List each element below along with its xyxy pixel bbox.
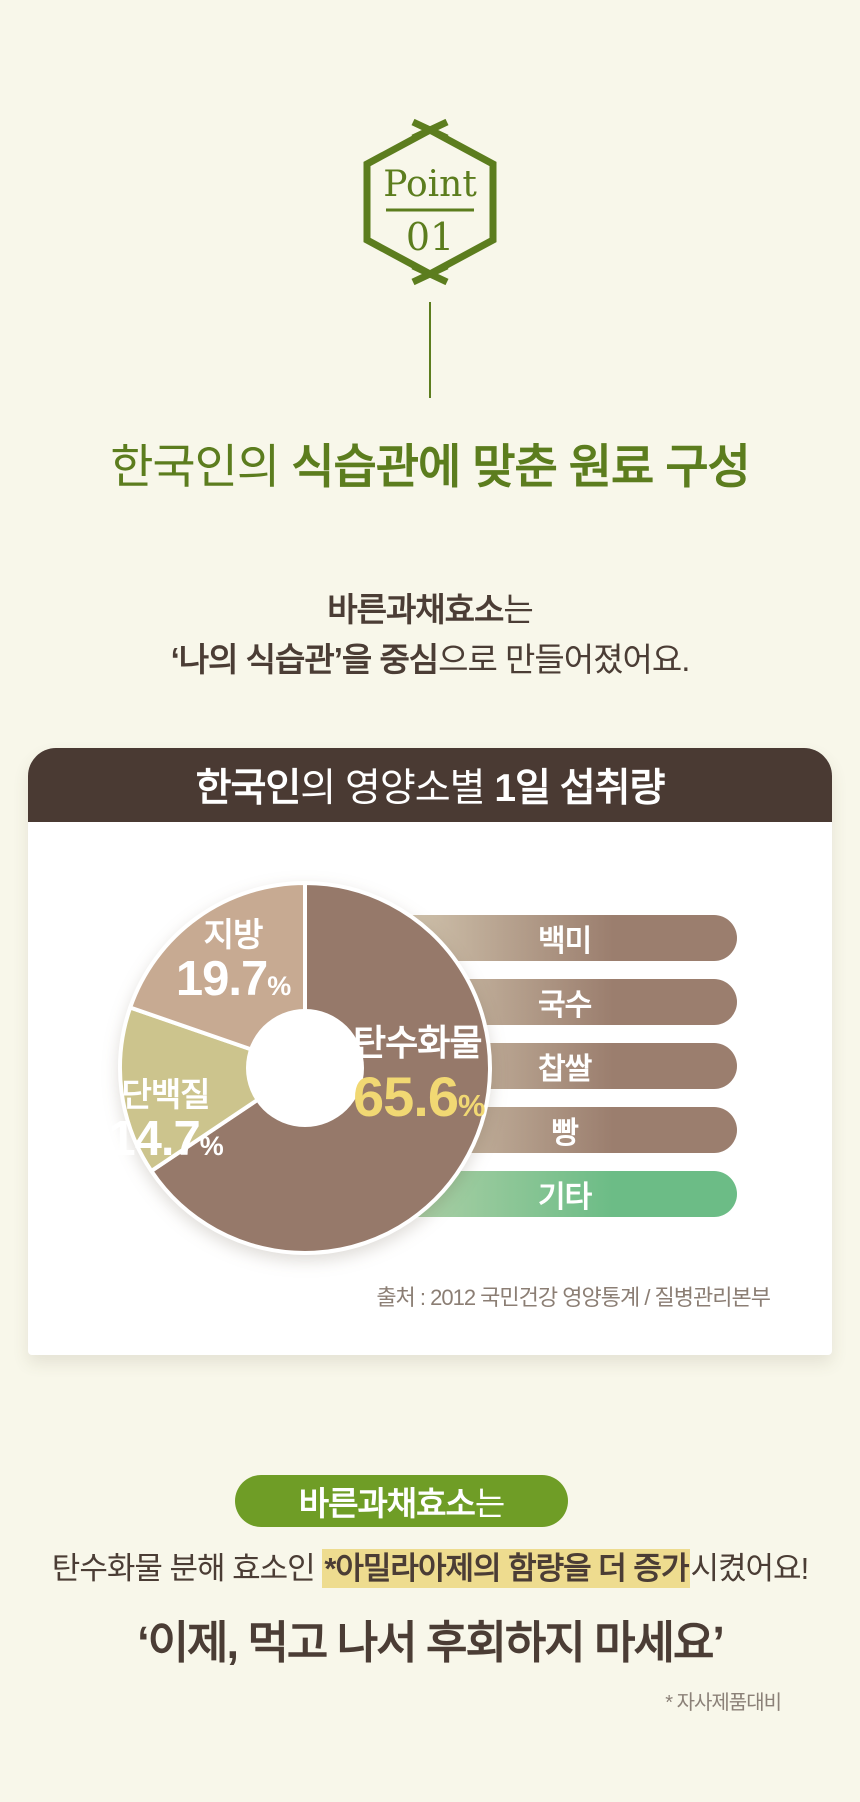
- page-title: 한국인의 식습관에 맞춘 원료 구성: [0, 428, 860, 497]
- page-subtitle: 바른과채효소는 ‘나의 식습관’을 중심으로 만들어졌어요.: [0, 585, 860, 685]
- subtitle-emphasis: ‘나의 식습관’을 중심: [170, 641, 440, 678]
- badge-label: Point: [383, 164, 477, 205]
- carb-name: 탄수화물: [353, 1022, 482, 1063]
- fat-value: 19.7: [175, 951, 268, 1006]
- amylase-claim: 탄수화물 분해 효소인 *아밀라아제의 함량을 더 증가시켰어요!: [0, 1543, 860, 1588]
- hexagon-badge-icon: Point 01: [363, 118, 497, 286]
- protein-name: 단백질: [121, 1076, 210, 1113]
- subtitle-brand: 바른과채효소: [327, 591, 504, 628]
- pill-particle: 는: [474, 1485, 505, 1522]
- claim-highlight: *아밀라아제의 함량을 더 증가: [322, 1549, 691, 1588]
- bar-label: 찹쌀: [538, 1053, 592, 1086]
- protein-value: 14.7: [108, 1111, 200, 1166]
- bar-label: 빵: [551, 1117, 579, 1150]
- header-bold-2: 1일 섭취량: [494, 767, 665, 810]
- subtitle-rest: 으로 만들어졌어요.: [438, 641, 690, 678]
- donut-hole: [246, 1009, 364, 1127]
- subtitle-particle: 는: [503, 591, 533, 628]
- claim-post: 시켰어요!: [690, 1551, 809, 1586]
- donut-slice-protein: [118, 1005, 307, 1174]
- header-regular: 의 영양소별: [300, 767, 495, 810]
- bar-label: 기타: [538, 1181, 592, 1214]
- donut-slice-fat: [128, 881, 307, 1070]
- carb-unit: %: [458, 1087, 485, 1123]
- footnote: * 자사제품대비: [665, 1692, 782, 1714]
- divider-line: [429, 302, 431, 398]
- chart-card-header: 한국인의 영양소별 1일 섭취량: [28, 748, 832, 822]
- fat-unit: %: [267, 970, 291, 1001]
- bar-label: 백미: [538, 925, 592, 958]
- nutrient-donut-chart: [118, 881, 492, 1255]
- pill-brand: 바른과채효소: [298, 1485, 476, 1522]
- badge-number: 01: [406, 215, 454, 259]
- closing-quote: ‘이제, 먹고 나서 후회하지 마세요’: [137, 1617, 725, 1668]
- fat-name: 지방: [203, 916, 264, 953]
- point-badge: Point 01: [340, 112, 520, 292]
- chart-source: 출처 : 2012 국민건강 영양통계 / 질병관리본부: [376, 1285, 771, 1310]
- page-title-regular: 한국인의: [110, 440, 292, 493]
- claim-pre: 탄수화물 분해 효소인: [51, 1551, 323, 1586]
- protein-unit: %: [199, 1130, 224, 1161]
- brand-pill-badge: 바른과채효소는: [235, 1475, 568, 1527]
- slice-label-carb: 탄수화물 65.6%: [353, 1022, 485, 1128]
- slice-label-fat: 지방 19.7%: [148, 917, 318, 1006]
- header-bold-1: 한국인: [195, 767, 302, 810]
- page-title-bold: 식습관에 맞춘 원료 구성: [291, 440, 751, 493]
- chart-card-body: 백미 국수 찹쌀 빵 기타 지방 19.7% 단백질 14.7% 탄수화물 65.6% …: [28, 822, 832, 1355]
- bar-label: 국수: [538, 989, 592, 1022]
- slice-label-protein: 단백질 14.7%: [73, 1077, 258, 1166]
- carb-value: 65.6: [353, 1064, 459, 1128]
